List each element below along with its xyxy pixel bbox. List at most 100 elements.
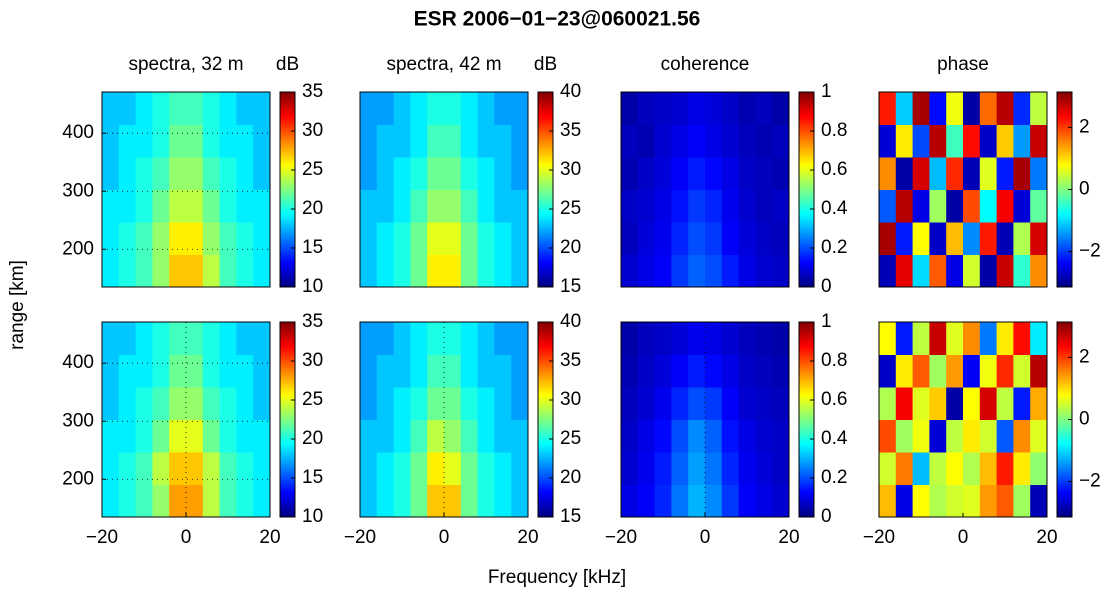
heatmap-cell bbox=[135, 189, 153, 223]
heatmap-cell bbox=[637, 484, 656, 517]
heatmap-cell bbox=[135, 387, 153, 420]
heatmap-cell bbox=[979, 157, 998, 190]
heatmap-cell bbox=[755, 354, 773, 388]
colorbar-tick-label: 0 bbox=[1079, 179, 1090, 200]
heatmap-cell bbox=[621, 387, 639, 420]
heatmap-cell bbox=[738, 254, 756, 287]
y-tick-label: 400 bbox=[62, 122, 94, 143]
heatmap-cell bbox=[979, 322, 998, 355]
heatmap-cell bbox=[186, 92, 204, 125]
heatmap-cell bbox=[444, 254, 462, 287]
heatmap-cell bbox=[946, 189, 964, 223]
heatmap-cell bbox=[979, 124, 998, 158]
heatmap-cell bbox=[410, 452, 428, 485]
heatmap-cell bbox=[393, 322, 411, 355]
heatmap-cell bbox=[1013, 354, 1031, 388]
heatmap-cell bbox=[705, 322, 723, 355]
heatmap-cell bbox=[460, 254, 479, 287]
heatmap-cell bbox=[1013, 452, 1031, 485]
x-axis-label: Frequency [kHz] bbox=[488, 567, 626, 588]
heatmap-cell bbox=[444, 189, 462, 223]
heatmap-cell bbox=[637, 322, 656, 355]
heatmap-cell bbox=[169, 484, 187, 517]
colorbar-tick-label: 20 bbox=[302, 198, 323, 219]
heatmap-cell bbox=[186, 157, 204, 190]
heatmap-cell bbox=[946, 387, 964, 420]
heatmap-cell bbox=[721, 92, 740, 125]
heatmap-cell bbox=[721, 157, 740, 190]
heatmap-cell bbox=[996, 387, 1014, 420]
heatmap-cell bbox=[688, 157, 706, 190]
heatmap-cell bbox=[511, 322, 528, 355]
heatmap-cell bbox=[946, 484, 964, 517]
heatmap-cell bbox=[946, 124, 964, 158]
heatmap-cell bbox=[1013, 387, 1031, 420]
heatmap-cell bbox=[253, 419, 270, 453]
heatmap-cell bbox=[772, 254, 789, 287]
heatmap-cell bbox=[895, 157, 914, 190]
heatmap-cell bbox=[460, 322, 479, 355]
heatmap-cell bbox=[895, 387, 914, 420]
heatmap-cell bbox=[360, 452, 378, 485]
heatmap-cell bbox=[879, 92, 897, 125]
heatmap-cell bbox=[996, 124, 1014, 158]
heatmap-cell bbox=[654, 387, 672, 420]
heatmap-cell bbox=[963, 484, 981, 517]
heatmap-cell bbox=[360, 222, 378, 255]
heatmap-cell bbox=[219, 419, 237, 453]
heatmap-cell bbox=[895, 354, 914, 388]
colorbar bbox=[537, 91, 554, 288]
heatmap-cell bbox=[738, 419, 756, 453]
heatmap-cell bbox=[152, 222, 170, 255]
heatmap-cell bbox=[772, 92, 789, 125]
colorbar-tick-label: 20 bbox=[560, 237, 581, 258]
heatmap-cell bbox=[1013, 124, 1031, 158]
x-tick-label: −20 bbox=[863, 527, 895, 548]
heatmap-cell bbox=[929, 419, 947, 453]
heatmap-cell bbox=[721, 222, 740, 255]
heatmap-cell bbox=[1013, 484, 1031, 517]
heatmap-cell bbox=[152, 484, 170, 517]
heatmap-cell bbox=[996, 157, 1014, 190]
heatmap-cell bbox=[912, 354, 930, 388]
plot-frame bbox=[620, 91, 790, 288]
heatmap-cell bbox=[393, 354, 411, 388]
heatmap-cell bbox=[376, 189, 395, 223]
heatmap-cell bbox=[169, 189, 187, 223]
heatmap-cell bbox=[236, 452, 254, 485]
heatmap-cell bbox=[963, 452, 981, 485]
heatmap-cell bbox=[738, 484, 756, 517]
heatmap-cell bbox=[393, 92, 411, 125]
heatmap-cell bbox=[169, 157, 187, 190]
heatmap-cell bbox=[427, 484, 445, 517]
heatmap-cell bbox=[169, 419, 187, 453]
heatmap-cell bbox=[654, 222, 672, 255]
heatmap-cell bbox=[102, 354, 120, 388]
heatmap-cell bbox=[772, 484, 789, 517]
plot-frame bbox=[620, 321, 790, 518]
heatmap-cell bbox=[654, 484, 672, 517]
heatmap-cell bbox=[219, 484, 237, 517]
heatmap-cell bbox=[186, 254, 204, 287]
heatmap-cell bbox=[1030, 157, 1047, 190]
heatmap-cell bbox=[1013, 419, 1031, 453]
heatmap-cell bbox=[236, 484, 254, 517]
heatmap-cell bbox=[879, 419, 897, 453]
heatmap-cell bbox=[929, 189, 947, 223]
colorbar-tick-label: 15 bbox=[560, 506, 581, 527]
heatmap-cell bbox=[444, 92, 462, 125]
heatmap-cell bbox=[979, 254, 998, 287]
heatmap-cell bbox=[912, 419, 930, 453]
heatmap-cell bbox=[511, 189, 528, 223]
heatmap-cell bbox=[671, 322, 689, 355]
colorbar-tick-label: 25 bbox=[560, 198, 581, 219]
colorbar bbox=[279, 321, 296, 518]
heatmap-cell bbox=[912, 254, 930, 287]
heatmap-cell bbox=[671, 189, 689, 223]
heatmap-cell bbox=[186, 222, 204, 255]
heatmap-cell bbox=[1030, 387, 1047, 420]
heatmap-cell bbox=[376, 222, 395, 255]
heatmap-cell bbox=[118, 354, 137, 388]
heatmap-cell bbox=[169, 387, 187, 420]
heatmap-cell bbox=[654, 254, 672, 287]
